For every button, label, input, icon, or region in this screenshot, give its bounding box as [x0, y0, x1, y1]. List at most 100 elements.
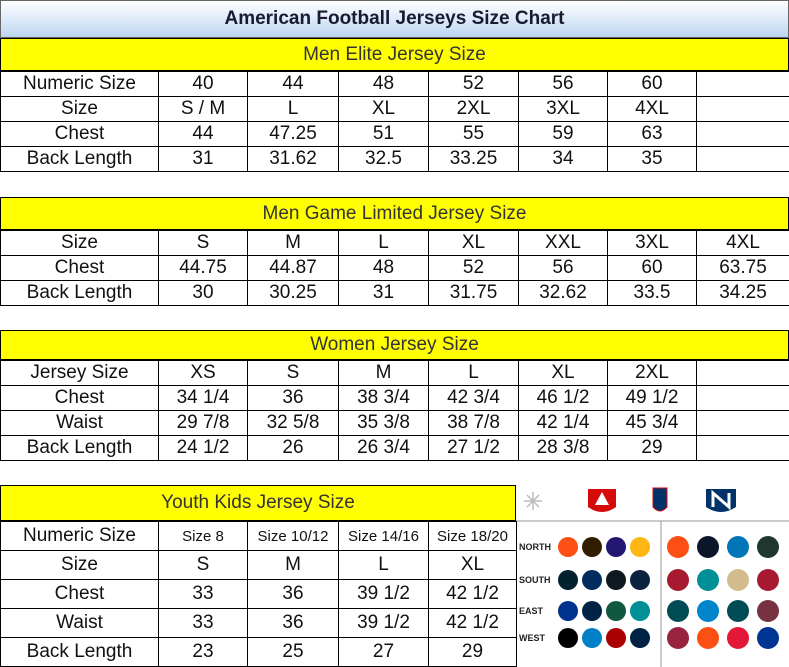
team-logo [697, 600, 719, 622]
table-cell: 23 [158, 637, 248, 667]
table-cell: 39 1/2 [338, 579, 429, 609]
table-cell: 31 [338, 280, 429, 306]
table-cell: 27 [338, 637, 429, 667]
table-cell [696, 121, 789, 147]
table-cell: 56 [518, 255, 608, 281]
table-row: Waist 29 7/8 32 5/8 35 3/8 38 7/8 42 1/4 45 3/… [0, 410, 789, 436]
row-label: Waist [0, 608, 159, 638]
table-cell: 44 [158, 121, 248, 147]
size-section: Youth Kids Jersey Size Numeric Size Size 8… [0, 485, 517, 667]
division-label: NORTH [519, 542, 551, 552]
table-cell: 2XL [607, 360, 697, 386]
table-cell: 48 [338, 255, 429, 281]
row-label: Size [0, 230, 159, 256]
table-cell: 48 [338, 71, 429, 97]
table-row: Size S M L XL [0, 550, 517, 580]
team-logo [727, 600, 749, 622]
team-logo [727, 569, 749, 591]
row-label: Back Length [0, 280, 159, 306]
size-section: Women Jersey Size Jersey Size XS S M L XL 2XL Ch… [0, 330, 789, 461]
team-logo-panel: NORTH SOUTH EAST WEST [516, 485, 789, 667]
table-cell [696, 360, 789, 386]
table-cell: 32.62 [518, 280, 608, 306]
team-logo [558, 601, 578, 621]
table-cell: 4XL [607, 96, 697, 122]
table-cell [696, 146, 789, 172]
table-cell: 36 [247, 579, 339, 609]
table-cell: 34.25 [696, 280, 789, 306]
team-logo [667, 627, 689, 649]
team-logo [606, 537, 626, 557]
table-cell: 47.25 [247, 121, 339, 147]
section-heading: Women Jersey Size [0, 330, 789, 360]
table-cell: 30.25 [247, 280, 339, 306]
table-cell: S / M [158, 96, 248, 122]
table-cell: L [338, 230, 429, 256]
team-logo [582, 570, 602, 590]
nfl-shield [652, 487, 668, 512]
table-row: Size S M L XL XXL 3XL 4XL [0, 230, 789, 256]
table-cell: 42 3/4 [428, 385, 519, 411]
team-logo [757, 627, 779, 649]
table-cell: XS [158, 360, 248, 386]
table-cell: 27 1/2 [428, 435, 519, 461]
team-logo [727, 627, 749, 649]
team-logo [630, 601, 650, 621]
table-cell: Size 18/20 [428, 521, 517, 551]
table-cell: 24 1/2 [158, 435, 248, 461]
row-label: Back Length [0, 435, 159, 461]
nfl-starburst [524, 492, 542, 510]
size-table: Numeric Size Size 8 Size 10/12 Size 14/16 Si… [0, 521, 517, 667]
table-cell: 63 [607, 121, 697, 147]
row-label: Jersey Size [0, 360, 159, 386]
table-cell: XXL [518, 230, 608, 256]
table-cell: 3XL [518, 96, 608, 122]
table-cell: M [338, 360, 429, 386]
table-cell: 28 3/8 [518, 435, 608, 461]
table-cell: XL [518, 360, 608, 386]
table-row: Chest 34 1/4 36 38 3/4 42 3/4 46 1/2 49 1/2 [0, 385, 789, 411]
team-logo [667, 600, 689, 622]
table-cell: 49 1/2 [607, 385, 697, 411]
table-cell: 63.75 [696, 255, 789, 281]
table-cell: L [247, 96, 339, 122]
table-cell: XL [428, 550, 517, 580]
row-label: Chest [0, 385, 159, 411]
table-cell: L [428, 360, 519, 386]
row-label: Back Length [0, 637, 159, 667]
team-logo [697, 569, 719, 591]
table-cell: 59 [518, 121, 608, 147]
table-cell: 34 [518, 146, 608, 172]
row-label: Back Length [0, 146, 159, 172]
size-section: Men Elite Jersey Size Numeric Size 40 44 48 5… [0, 38, 789, 172]
table-cell: Size 14/16 [338, 521, 429, 551]
nfc-shield-mark [711, 489, 731, 511]
section-heading: Youth Kids Jersey Size [0, 485, 516, 521]
table-cell: S [247, 360, 339, 386]
table-row: Back Length 23 25 27 29 [0, 637, 517, 667]
section-heading: Men Elite Jersey Size [0, 38, 789, 71]
table-cell: 31.75 [428, 280, 519, 306]
division-label: WEST [519, 633, 546, 643]
team-logo [667, 569, 689, 591]
table-cell: 52 [428, 255, 519, 281]
team-logo [630, 570, 650, 590]
table-cell: 35 [607, 146, 697, 172]
table-cell: XL [338, 96, 429, 122]
table-cell: 29 [428, 637, 517, 667]
table-row: Chest 33 36 39 1/2 42 1/2 [0, 579, 517, 609]
table-cell: 3XL [607, 230, 697, 256]
division-label: SOUTH [519, 575, 551, 585]
table-cell: 34 1/4 [158, 385, 248, 411]
table-cell: 2XL [428, 96, 519, 122]
row-label: Chest [0, 121, 159, 147]
team-logo [606, 628, 626, 648]
row-label: Size [0, 96, 159, 122]
table-row: Chest 44.75 44.87 48 52 56 60 63.75 [0, 255, 789, 281]
size-table: Size S M L XL XXL 3XL 4XL Chest 44.75 44.87 48 52 56 6… [0, 230, 789, 306]
table-cell: 36 [247, 608, 339, 638]
table-row: Back Length 31 31.62 32.5 33.25 34 35 [0, 146, 789, 172]
team-logo [757, 569, 779, 591]
team-logo [582, 628, 602, 648]
